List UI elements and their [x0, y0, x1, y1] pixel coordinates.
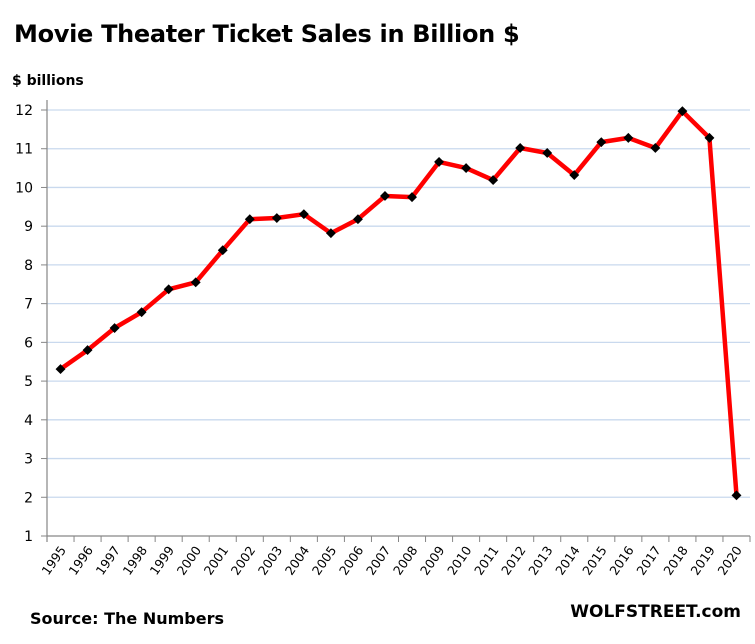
brand-watermark: WOLFSTREET.com	[570, 602, 741, 622]
x-tick-label: 2005	[309, 543, 340, 578]
y-tick-label: 11	[15, 142, 33, 158]
x-tick-label: 2008	[390, 543, 421, 578]
source-note: Source: The Numbers	[30, 609, 224, 628]
y-tick-label: 2	[24, 490, 33, 506]
data-point	[623, 132, 634, 143]
data-point	[704, 132, 715, 143]
x-tick-label: 2010	[444, 543, 475, 578]
x-tick-label: 2020	[714, 543, 745, 578]
x-tick-label: 2012	[498, 543, 529, 578]
y-tick-label: 8	[24, 258, 33, 274]
y-tick-label: 12	[15, 103, 33, 119]
axes	[41, 100, 751, 542]
x-tick-label: 2000	[174, 543, 205, 578]
data-point	[271, 213, 282, 223]
x-tick-label: 2015	[579, 543, 610, 578]
data-point	[677, 106, 688, 117]
data-point	[488, 175, 499, 186]
y-tick-label: 4	[24, 413, 33, 429]
x-tick-label: 1997	[93, 543, 124, 578]
x-tick-label: 2018	[660, 543, 691, 578]
x-tick-label: 2003	[255, 543, 286, 578]
x-tick-label: 1995	[38, 543, 69, 578]
x-tick-label: 2017	[633, 543, 664, 578]
y-axis-label: $ billions	[12, 73, 84, 89]
data-point	[352, 214, 363, 225]
x-tick-label: 2014	[552, 543, 583, 578]
x-tick-label: 2016	[606, 543, 637, 578]
data-point	[515, 143, 526, 153]
data-point	[650, 143, 661, 153]
x-tick-label: 2004	[282, 543, 313, 578]
data-point	[163, 284, 174, 295]
x-tick-label: 2001	[201, 543, 232, 578]
y-tick-label: 10	[15, 180, 33, 196]
x-tick-label: 2009	[417, 543, 448, 578]
y-tick-label: 7	[24, 297, 33, 313]
y-tick-label: 6	[24, 335, 33, 351]
data-point	[407, 192, 417, 203]
data-point	[569, 170, 580, 181]
data-point	[244, 214, 255, 225]
data-point	[542, 148, 553, 158]
x-tick-label: 2013	[525, 543, 556, 578]
data-point	[325, 228, 336, 239]
y-tick-label: 5	[24, 374, 33, 390]
y-tick-label: 9	[24, 219, 33, 235]
x-tick-label: 2019	[687, 543, 718, 578]
data-point	[190, 277, 201, 288]
chart-title: Movie Theater Ticket Sales in Billion $	[14, 20, 520, 48]
y-tick-label: 1	[24, 529, 33, 545]
data-point	[136, 307, 147, 318]
data-point	[596, 137, 607, 148]
data-point	[461, 163, 472, 174]
data-point	[380, 191, 390, 201]
x-tick-label: 2007	[363, 543, 394, 578]
x-tick-label: 2011	[471, 543, 502, 578]
y-tick-label: 3	[24, 452, 33, 468]
x-tick-label: 2006	[336, 543, 367, 578]
x-tick-label: 2002	[228, 543, 259, 578]
series-line	[58, 108, 739, 498]
x-tick-label: 1999	[147, 543, 178, 578]
series	[55, 106, 742, 501]
data-point	[434, 156, 445, 167]
data-point	[217, 245, 228, 256]
x-tick-label: 1996	[65, 543, 96, 578]
data-point	[731, 490, 742, 501]
x-tick-labels: 1995199619971998199920002001200220032004…	[38, 543, 745, 578]
data-point	[298, 209, 309, 220]
x-tick-label: 1998	[120, 543, 151, 578]
gridlines	[47, 109, 750, 498]
